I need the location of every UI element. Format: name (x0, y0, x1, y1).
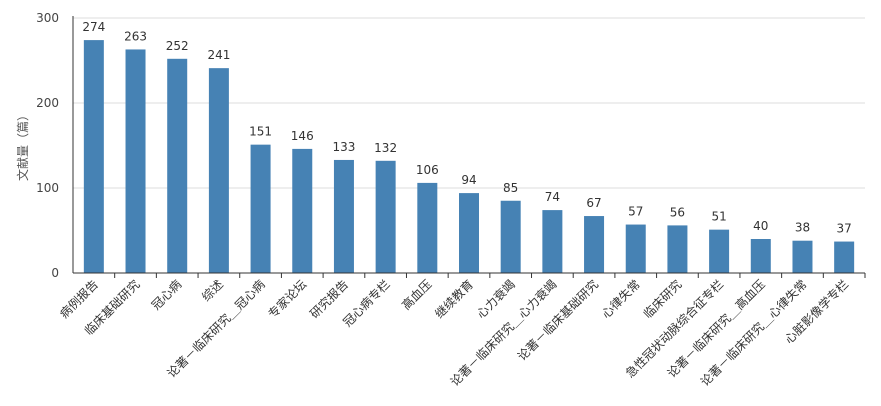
grid-lines (73, 17, 865, 189)
bar-value-label: 74 (545, 190, 560, 204)
bar[interactable] (542, 210, 563, 273)
bar[interactable] (208, 68, 229, 274)
y-tick-label: 200 (36, 96, 59, 110)
bar-value-label: 146 (291, 129, 314, 143)
x-tick-label: 专家论坛 (265, 277, 310, 322)
bar-value-label: 56 (670, 205, 685, 219)
bar[interactable] (125, 49, 146, 274)
bar-value-label: 37 (837, 222, 852, 236)
x-tick-label: 心律失常 (598, 277, 643, 322)
y-tick-label: 100 (36, 181, 59, 195)
bar[interactable] (792, 240, 813, 273)
bar-value-label: 57 (628, 205, 643, 219)
bar[interactable] (667, 225, 688, 273)
bar-value-label: 263 (124, 29, 147, 43)
bar-value-label: 94 (461, 173, 476, 187)
bar[interactable] (375, 160, 396, 273)
bar-value-label: 85 (503, 181, 518, 195)
bar[interactable] (709, 229, 730, 273)
bar[interactable] (250, 144, 271, 273)
x-tick-label: 冠心病 (148, 277, 184, 313)
bar[interactable] (625, 224, 646, 273)
bar-value-label: 274 (82, 20, 105, 34)
x-tick-label: 论著－临床基础研究 (514, 277, 601, 364)
bar-value-label: 151 (249, 125, 272, 139)
bar[interactable] (167, 58, 188, 273)
y-tick-label: 0 (51, 266, 59, 280)
bar-value-label: 67 (586, 196, 601, 210)
bar-value-label: 40 (753, 219, 768, 233)
bar-value-label: 106 (416, 163, 439, 177)
y-tick-label: 300 (36, 11, 59, 25)
bar[interactable] (417, 182, 438, 273)
bar[interactable] (500, 200, 521, 273)
bar[interactable] (750, 239, 771, 273)
bar-value-label: 38 (795, 221, 810, 235)
x-tick-label: 继续教育 (432, 277, 477, 322)
x-tick-label: 综述 (199, 277, 226, 304)
bar[interactable] (83, 40, 104, 273)
bar[interactable] (292, 148, 313, 273)
data-labels: 274 263 252 241 151 146 133 132 106 94 85 74 67 57 56 5… (82, 20, 851, 235)
bar-value-label: 252 (166, 39, 189, 53)
x-tick-label: 高血压 (398, 277, 434, 313)
bar-value-label: 241 (207, 48, 230, 62)
bars (83, 40, 855, 274)
bar-value-label: 132 (374, 141, 397, 155)
y-axis-label: 文献量（篇） (15, 109, 30, 181)
bar[interactable] (333, 159, 354, 273)
bar-value-label: 133 (332, 140, 355, 154)
bar-value-label: 51 (711, 210, 726, 224)
bar[interactable] (459, 193, 479, 273)
bar[interactable] (584, 216, 605, 273)
bar[interactable] (834, 241, 855, 273)
